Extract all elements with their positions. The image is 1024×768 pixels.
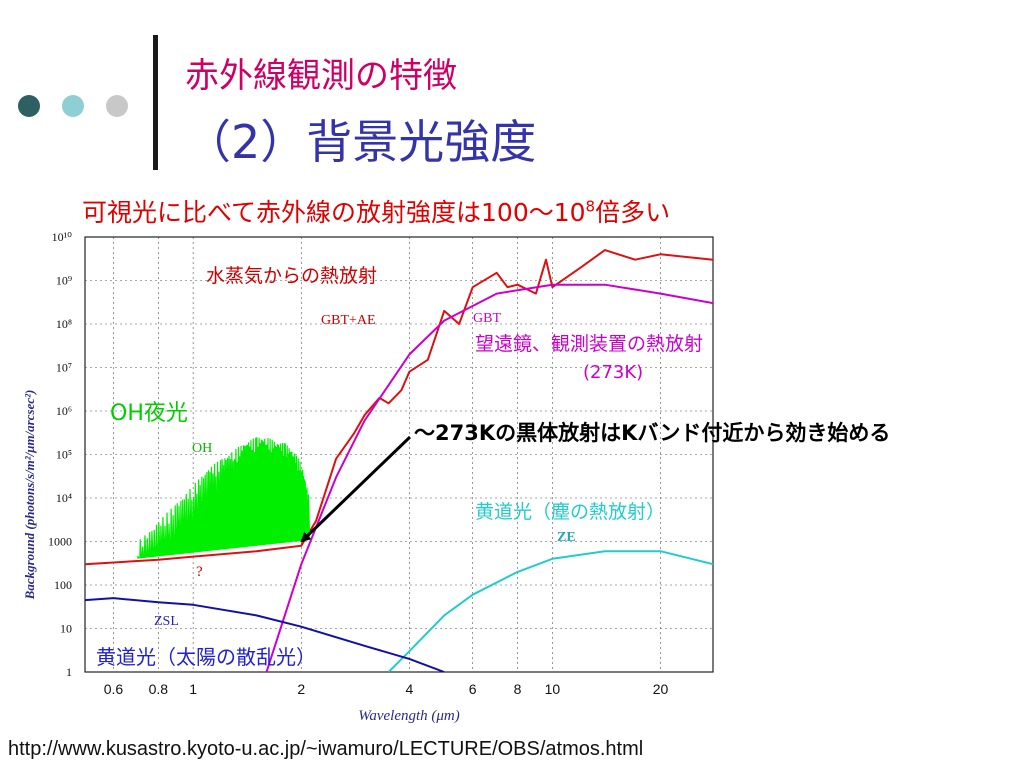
x-tick-label: 10 — [545, 681, 561, 697]
x-axis-label: Wavelength (μm) — [358, 708, 460, 724]
y-tick-label: 10¹⁰ — [52, 230, 73, 244]
subheading-pre: 可視光に比べて赤外線の放射強度は100〜10 — [82, 198, 586, 227]
series-oh-lines — [136, 437, 311, 559]
chart-annotation: OH — [192, 441, 212, 456]
y-tick-label: 10⁹ — [56, 274, 72, 288]
annotation-arrow — [300, 435, 412, 543]
chart-annotation: GBT — [473, 311, 501, 326]
chart-annotation: (273K) — [583, 362, 643, 383]
chart-annotation: OH夜光 — [110, 401, 188, 426]
x-tick-label: 1 — [189, 681, 197, 697]
chart-annotation: GBT+AE — [321, 313, 376, 328]
x-tick-label: 2 — [297, 681, 305, 697]
x-tick-label: 8 — [514, 681, 522, 697]
x-tick-label: 0.6 — [104, 681, 124, 697]
plot-frame — [84, 236, 714, 673]
y-tick-label: 1 — [66, 665, 72, 679]
slide-subtitle: （2）背景光強度 — [185, 115, 537, 169]
title-divider — [153, 35, 158, 170]
slide-title: 赤外線観測の特徴 — [185, 56, 457, 96]
y-tick-label: 100 — [54, 578, 72, 592]
subheading-post: 倍多い — [595, 198, 671, 227]
dot-dark — [18, 95, 40, 117]
y-axis-label: Background (photons/s/m²/μm/arcsec²) — [22, 390, 37, 601]
chart-annotation: 〜273Kの黒体放射はKバンド付近から効き始める — [414, 421, 890, 445]
subheading-exponent: 8 — [585, 197, 596, 216]
series-line-gbt — [265, 283, 713, 672]
y-tick-label: 10⁴ — [56, 491, 72, 505]
y-tick-label: 1000 — [48, 535, 72, 549]
y-tick-label: 10⁵ — [56, 448, 72, 462]
dot-gray — [106, 95, 128, 117]
y-tick-label: 10⁸ — [56, 317, 72, 331]
y-tick-label: 10⁷ — [56, 361, 72, 375]
slide-subheading: 可視光に比べて赤外線の放射強度は100〜108倍多い — [82, 193, 670, 229]
y-tick-label: 10 — [60, 622, 72, 636]
chart-annotation: ? — [196, 564, 203, 580]
series-line-ze — [387, 550, 713, 672]
dot-teal — [62, 95, 84, 117]
x-tick-label: 20 — [653, 681, 669, 697]
chart-annotation: 望遠鏡、観測装置の熱放射 — [475, 333, 703, 355]
x-tick-label: 0.8 — [149, 681, 169, 697]
chart-annotation: ZSL — [154, 614, 179, 629]
chart-annotation: 黄道光（塵の熱放射） — [475, 501, 665, 523]
chart-annotation: ZE — [557, 530, 576, 545]
y-tick-label: 10⁶ — [56, 404, 72, 418]
series-line-zsl — [85, 597, 445, 672]
x-tick-label: 4 — [406, 681, 414, 697]
chart-annotation: 水蒸気からの熱放射 — [206, 265, 377, 287]
source-url: http://www.kusastro.kyoto-u.ac.jp/~iwamu… — [8, 738, 644, 760]
chart-annotation: 黄道光（太陽の散乱光） — [96, 645, 316, 669]
x-tick-label: 6 — [469, 681, 477, 697]
series-group — [85, 249, 713, 672]
